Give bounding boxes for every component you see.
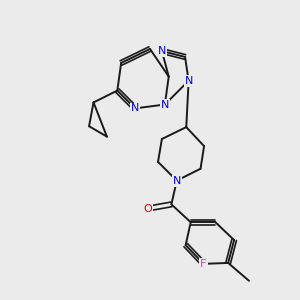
Text: O: O (143, 204, 152, 214)
Text: N: N (172, 176, 181, 186)
Text: N: N (158, 46, 166, 56)
Text: N: N (131, 103, 139, 113)
Text: F: F (200, 259, 207, 269)
Text: N: N (184, 76, 193, 86)
Text: N: N (161, 100, 169, 110)
